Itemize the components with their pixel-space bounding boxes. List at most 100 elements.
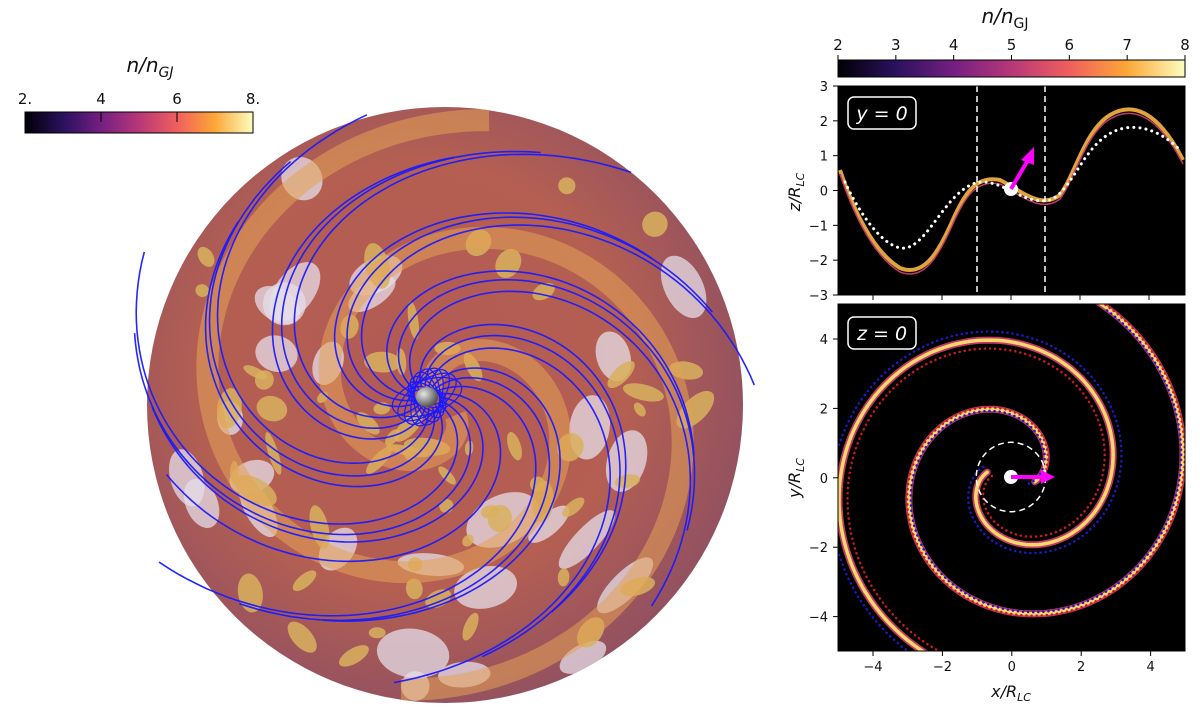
closed-field-loop [412, 371, 442, 423]
top-panel-ytick-label: 2 [820, 115, 828, 130]
density-patch [507, 431, 522, 461]
field-line [408, 290, 692, 607]
bottom-panel-ytick-label: −2 [809, 541, 828, 556]
field-line [216, 114, 430, 464]
density-patch [464, 440, 474, 456]
density-patch [195, 284, 209, 297]
haze-patch [376, 628, 450, 679]
top-panel-ytick-label: −3 [809, 289, 828, 304]
bottom-panel-ytick-label: 2 [820, 402, 828, 417]
density-patch [562, 497, 585, 518]
dotted-model-curve [846, 347, 1106, 651]
density-patch [633, 402, 646, 417]
density-patch [614, 474, 640, 489]
dotted-model-curve [838, 330, 1123, 651]
left-colorbar: n/nGJ 2. 4 6 8. [18, 53, 260, 134]
sphere-render [133, 107, 756, 703]
current-sheet-band [318, 226, 694, 701]
density-patch [385, 429, 401, 446]
magnetic-field-lines [133, 114, 756, 684]
closed-field-loop [409, 375, 445, 419]
haze-patch [169, 449, 205, 507]
field-line [293, 153, 632, 419]
field-line [239, 376, 551, 622]
density-patch [487, 505, 512, 532]
bottom-panel-xtick-label: 0 [1008, 660, 1016, 675]
density-patch [607, 360, 635, 389]
bottom-panel-arrow-head [1041, 470, 1055, 484]
field-line [280, 150, 541, 429]
density-patch [197, 246, 215, 267]
right-colorbar-tick-label: 7 [1122, 36, 1132, 54]
top-panel-ytick-label: −2 [809, 254, 828, 269]
density-patch [462, 534, 474, 547]
density-patch [405, 578, 423, 600]
bottom-panel-ylabel: y/RLC [785, 458, 807, 499]
density-patch [254, 370, 274, 390]
field-line [135, 251, 459, 525]
density-patch [462, 612, 479, 641]
top-panel-sheet [838, 107, 1185, 272]
density-patch [364, 351, 401, 373]
density-patch [558, 177, 576, 195]
field-line [323, 367, 561, 622]
bottom-panel-label-box [847, 316, 917, 350]
field-line [346, 216, 714, 402]
bottom-panel-ytick-label: −4 [809, 611, 828, 626]
bottom-panel-xtick-label: 2 [1077, 660, 1085, 675]
closed-field-loop [404, 369, 450, 425]
right-colorbar-tick-label: 3 [891, 36, 901, 54]
right-colorbar-tick-label: 2 [833, 36, 843, 54]
density-patch [407, 301, 419, 340]
top-panel-sheet-edge [839, 112, 1184, 275]
spiral-arm [838, 338, 1115, 651]
haze-patch [528, 505, 570, 543]
top-panel-ylabel: z/RLC [785, 172, 807, 212]
left-colorbar-gradient [24, 111, 254, 134]
top-panel-arrow-head [1021, 147, 1034, 165]
field-line [385, 270, 695, 456]
top-panel-label-box [847, 96, 917, 130]
density-patch [265, 432, 282, 475]
top-panel-ytick-label: −1 [809, 219, 828, 234]
spiral-arm [907, 304, 1185, 616]
right-colorbar-label: n/nGJ [981, 4, 1028, 32]
bottom-panel-label: z = 0 [856, 323, 907, 345]
top-panel-ytick-label: 1 [820, 150, 828, 165]
field-line [133, 333, 472, 536]
bottom-panel-ytick-label: 0 [820, 472, 828, 487]
density-patch [557, 568, 570, 587]
dotted-model-curve [909, 306, 1183, 614]
top-panel-ytick-label: 3 [820, 80, 828, 95]
field-line [271, 156, 455, 440]
bottom-panel-xtick-label: −2 [933, 660, 952, 675]
neutron-star [416, 387, 438, 407]
top-panel-ytick-label: 0 [820, 185, 828, 200]
density-patch [622, 383, 664, 402]
closed-field-loop [410, 367, 444, 427]
bottom-panel-xtick-label: 4 [1146, 660, 1154, 675]
field-line [393, 347, 612, 684]
density-patch [642, 211, 668, 237]
left-colorbar-tick-label: 8. [246, 90, 260, 108]
field-line [204, 221, 444, 488]
left-colorbar-tick-label: 2. [18, 90, 32, 108]
right-colorbar-tick-label: 5 [1007, 36, 1017, 54]
field-line [424, 334, 621, 658]
field-line [151, 396, 484, 543]
haze-patch [254, 285, 301, 324]
top-panel-label: y = 0 [855, 103, 907, 125]
density-patch [338, 645, 369, 667]
density-patch [292, 570, 317, 592]
bottom-panel-xtick-label: −4 [863, 660, 882, 675]
top-panel-axis-arrow [1009, 158, 1030, 191]
field-line [397, 279, 696, 531]
density-patch [368, 627, 386, 639]
right-colorbar-tick-label: 8 [1180, 36, 1190, 54]
field-line [165, 392, 502, 563]
left-colorbar-label: n/nGJ [126, 53, 173, 81]
closed-field-loop [397, 372, 457, 422]
bottom-panel: z = 0 4 2 0 −2 −4 −4 −2 0 2 4 y/RLC x/RLC [785, 303, 1186, 704]
right-colorbar-tick-label: 4 [949, 36, 959, 54]
